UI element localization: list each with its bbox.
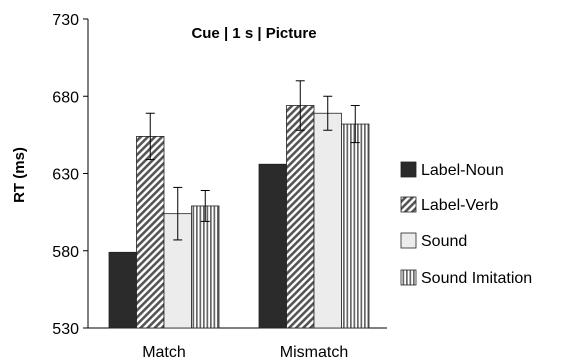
y-tick-label: 530 — [52, 321, 79, 338]
legend-swatch — [400, 196, 417, 213]
legend: Label-Noun Label-Verb Sound Sound Imitation — [400, 161, 532, 287]
chart-title: Cue | 1 s | Picture — [191, 25, 316, 42]
error-bars — [145, 80, 360, 241]
x-tick-labels: Match Mismatch — [142, 344, 348, 361]
x-tick-label: Mismatch — [280, 344, 348, 361]
y-ticks: 530 580 630 680 730 — [52, 12, 88, 338]
bar-sound-imitation-mismatch — [341, 123, 370, 329]
legend-label: Sound — [421, 233, 467, 250]
legend-label: Label-Noun — [421, 162, 504, 179]
y-tick-label: 680 — [52, 89, 79, 106]
legend-swatch — [400, 232, 417, 249]
legend-swatch — [400, 161, 417, 178]
x-tick-label: Match — [142, 344, 186, 361]
y-axis-label: RT (ms) — [11, 147, 28, 203]
y-tick-label: 630 — [52, 167, 79, 184]
legend-label: Sound Imitation — [421, 270, 532, 287]
y-tick-label: 730 — [52, 12, 79, 29]
bar-sound-mismatch — [313, 112, 342, 329]
legend-swatch — [400, 269, 417, 286]
bar-label-noun-match — [108, 251, 137, 329]
bar-label-verb-mismatch — [286, 105, 315, 329]
y-tick-label: 580 — [52, 244, 79, 261]
bar-sound-imitation-match — [191, 205, 220, 329]
legend-label: Label-Verb — [421, 197, 498, 214]
bar-label-verb-match — [136, 136, 165, 329]
bars — [108, 105, 370, 329]
bar-label-noun-mismatch — [258, 163, 287, 329]
